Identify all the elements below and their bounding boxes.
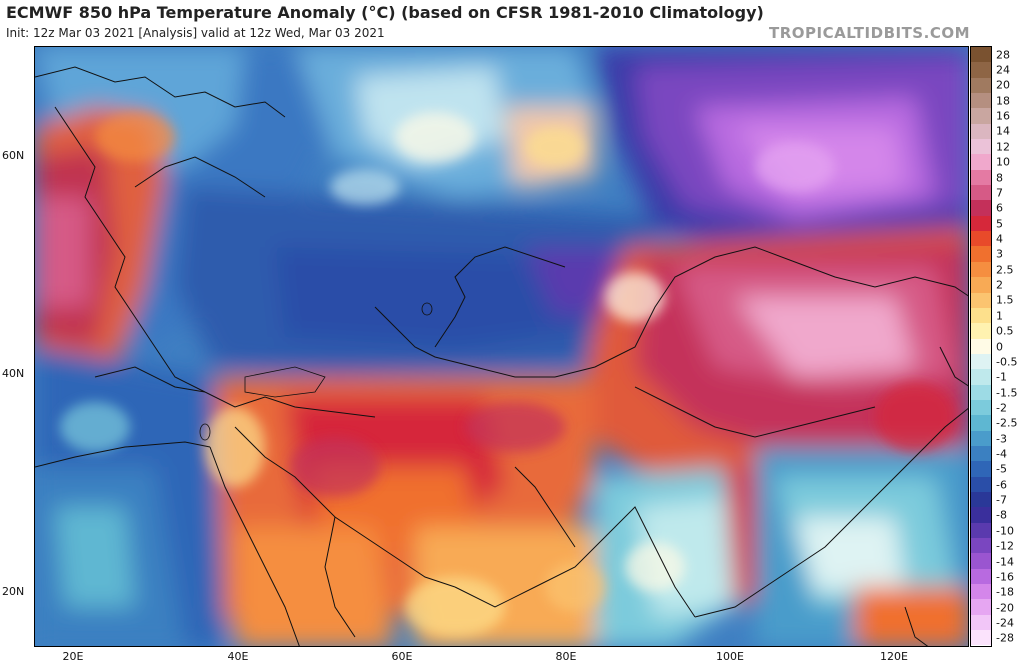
colorbar-swatch	[971, 323, 991, 339]
colorbar-swatch	[971, 200, 991, 216]
colorbar-tick-label: 8	[996, 171, 1003, 185]
colorbar-swatch	[971, 108, 991, 124]
lon-label-80e: 80E	[555, 650, 577, 663]
colorbar-tick-label: -0.5	[996, 355, 1018, 369]
colorbar-swatch	[971, 185, 991, 201]
colorbar-swatch	[971, 353, 991, 370]
colorbar-swatch	[971, 77, 991, 94]
colorbar-tick-label: -2	[996, 401, 1007, 415]
colorbar-swatch	[971, 215, 991, 232]
colorbar-swatch	[971, 47, 991, 63]
map-canvas	[35, 47, 968, 646]
colorbar-swatch	[971, 630, 991, 646]
colorbar-tick-label: -4	[996, 447, 1007, 461]
colorbar-tick-label: -12	[996, 539, 1014, 553]
colorbar-swatch	[971, 261, 991, 278]
colorbar-swatch	[971, 445, 991, 462]
colorbar-swatch	[971, 599, 991, 615]
colorbar-tick-label: 28	[996, 48, 1010, 62]
colorbar-swatch	[971, 93, 991, 109]
lakes	[199, 302, 433, 441]
lon-label-60e: 60E	[391, 650, 413, 663]
colorbar-swatch	[971, 246, 991, 262]
colorbar-tick-label: 10	[996, 155, 1010, 169]
colorbar-swatch	[971, 584, 991, 600]
anomaly-map	[34, 46, 969, 647]
colorbar-swatch	[971, 62, 991, 78]
colorbar-swatch	[971, 522, 991, 538]
colorbar-swatch	[971, 231, 991, 247]
colorbar-tick-label: 7	[996, 186, 1003, 200]
colorbar-swatch	[971, 384, 991, 400]
colorbar-swatch	[971, 292, 991, 308]
colorbar-tick-label: 20	[996, 78, 1010, 92]
lon-label-20e: 20E	[62, 650, 84, 663]
colorbar-tick-label: 16	[996, 109, 1010, 123]
colorbar-tick-label: 3	[996, 247, 1003, 261]
colorbar-tick-label: -24	[996, 616, 1014, 630]
colorbar-tick-label: -6	[996, 478, 1007, 492]
colorbar-swatch	[971, 123, 991, 140]
colorbar-swatch	[971, 507, 991, 523]
colorbar-tick-label: 2.5	[996, 263, 1014, 277]
init-valid-subtitle: Init: 12z Mar 03 2021 [Analysis] valid a…	[6, 26, 385, 40]
colorbar-tick-label: 12	[996, 140, 1010, 154]
colorbar	[970, 46, 992, 647]
colorbar-tick-label: -7	[996, 493, 1007, 507]
colorbar-swatch	[971, 169, 991, 186]
lon-label-100e: 100E	[716, 650, 744, 663]
colorbar-swatch	[971, 476, 991, 492]
lon-label-120e: 120E	[880, 650, 908, 663]
colorbar-swatch	[971, 139, 991, 155]
colorbar-swatch	[971, 614, 991, 631]
colorbar-tick-label: -14	[996, 555, 1014, 569]
colorbar-swatch	[971, 307, 991, 324]
colorbar-tick-label: -10	[996, 524, 1014, 538]
coastlines	[35, 66, 968, 646]
colorbar-tick-label: 6	[996, 201, 1003, 215]
colorbar-swatch	[971, 415, 991, 431]
colorbar-tick-label: 1.5	[996, 293, 1014, 307]
colorbar-tick-label: -2.5	[996, 416, 1018, 430]
colorbar-tick-label: -28	[996, 631, 1014, 645]
colorbar-tick-label: -1	[996, 370, 1007, 384]
colorbar-tick-label: 0.5	[996, 324, 1014, 338]
colorbar-swatch	[971, 430, 991, 446]
anomaly-texture	[60, 112, 955, 637]
lat-label-20n: 20N	[2, 585, 25, 598]
colorbar-tick-label: -16	[996, 570, 1014, 584]
colorbar-tick-label: -8	[996, 508, 1007, 522]
colorbar-swatch	[971, 369, 991, 385]
colorbar-swatch	[971, 461, 991, 477]
colorbar-tick-label: -1.5	[996, 386, 1018, 400]
colorbar-swatch	[971, 538, 991, 554]
lon-label-40e: 40E	[227, 650, 249, 663]
colorbar-tick-label: -3	[996, 432, 1007, 446]
brand-watermark[interactable]: TROPICALTIDBITS.COM	[769, 24, 970, 42]
colorbar-tick-label: -18	[996, 585, 1014, 599]
chart-title: ECMWF 850 hPa Temperature Anomaly (°C) (…	[6, 3, 764, 22]
colorbar-swatch	[971, 568, 991, 585]
colorbar-tick-label: 24	[996, 63, 1010, 77]
lat-label-60n: 60N	[2, 149, 25, 162]
colorbar-tick-label: 1	[996, 309, 1003, 323]
colorbar-swatch	[971, 154, 991, 170]
colorbar-swatch	[971, 553, 991, 569]
colorbar-tick-label: -5	[996, 462, 1007, 476]
colorbar-tick-label: -20	[996, 601, 1014, 615]
colorbar-swatch	[971, 277, 991, 293]
colorbar-tick-label: 14	[996, 124, 1010, 138]
colorbar-tick-label: 5	[996, 217, 1003, 231]
colorbar-tick-label: 18	[996, 94, 1010, 108]
colorbar-swatch	[971, 399, 991, 416]
colorbar-tick-label: 0	[996, 340, 1003, 353]
colorbar-tick-label: 2	[996, 278, 1003, 292]
lat-label-40n: 40N	[2, 367, 25, 380]
colorbar-swatch	[971, 491, 991, 508]
colorbar-tick-label: 4	[996, 232, 1003, 246]
colorbar-swatch	[971, 338, 991, 354]
